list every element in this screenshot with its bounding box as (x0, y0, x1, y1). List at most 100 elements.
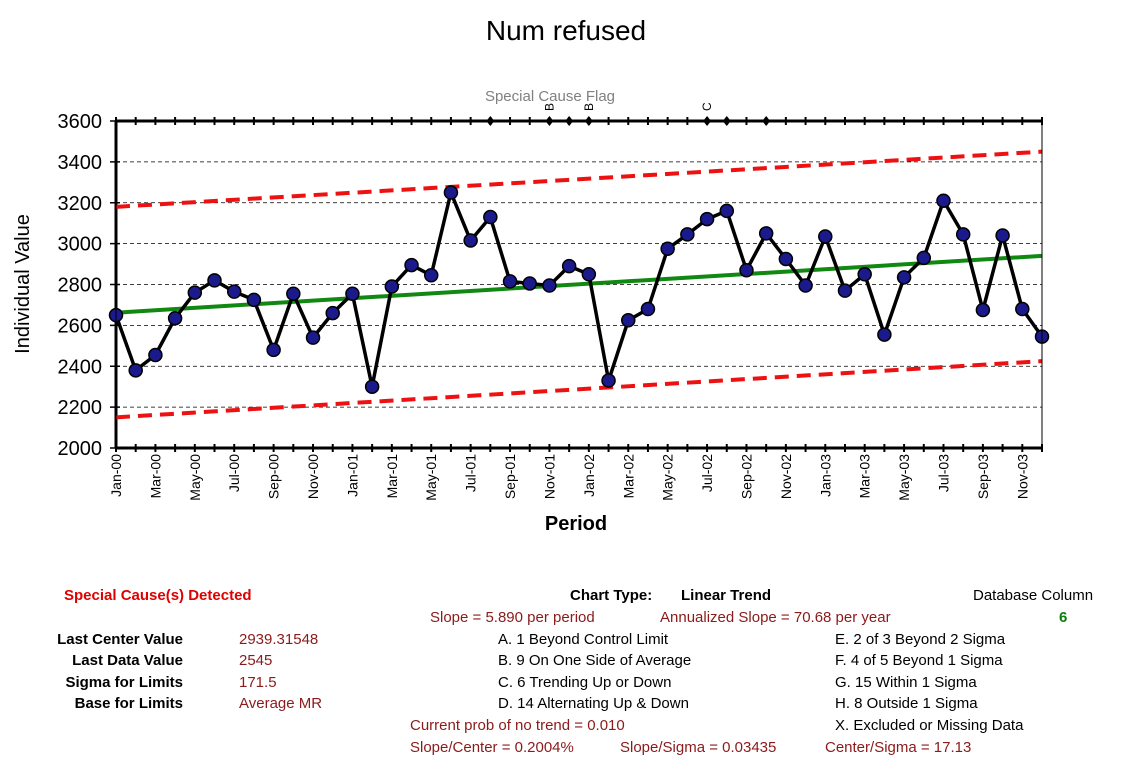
stat-label-base: Base for Limits (74, 695, 183, 712)
rule-d: D. 14 Alternating Up & Down (498, 695, 689, 712)
x-tick-label: Sep-01 (502, 454, 518, 499)
control-chart: Num refused Special Cause Flag 2000 2200 2… (12, 15, 1050, 535)
data-point (561, 258, 577, 274)
control-limits (115, 149, 1043, 420)
rule-c: C. 6 Trending Up or Down (498, 674, 672, 691)
flag-letter: C (700, 102, 714, 111)
data-point (384, 279, 400, 294)
y-tick-label: 3200 (58, 193, 103, 215)
x-tick-label: Jan-02 (581, 454, 597, 497)
stat-label-last-center: Last Center Value (57, 631, 183, 648)
x-tick-label: Nov-02 (778, 454, 794, 499)
y-tick-label: 2000 (58, 438, 103, 460)
data-point (502, 274, 518, 289)
x-tick-label: Jan-00 (108, 454, 124, 497)
data-point (837, 283, 853, 298)
special-cause-detected: Special Cause(s) Detected (64, 587, 252, 604)
x-tick-label: Jul-00 (226, 454, 242, 492)
data-point (739, 262, 754, 278)
rule-x: X. Excluded or Missing Data (835, 717, 1024, 734)
x-axis: Jan-00 Mar-00 May-00 Jul-00 Sep-00 Nov-00 Jan-… (108, 444, 1043, 501)
data-point (246, 292, 262, 308)
stat-label-sigma: Sigma for Limits (65, 674, 183, 691)
y-tick-label: 2200 (58, 397, 103, 419)
data-point (857, 267, 872, 282)
rule-e: E. 2 of 3 Beyond 2 Sigma (835, 631, 1006, 648)
center-trend-line (115, 253, 1043, 315)
rule-a: A. 1 Beyond Control Limit (498, 631, 669, 648)
data-point (601, 373, 616, 388)
database-column-label: Database Column (973, 587, 1094, 604)
x-tick-label: May-00 (187, 454, 203, 501)
data-point (719, 203, 735, 219)
y-gridlines (116, 161, 1042, 408)
y-tick-label: 3400 (58, 152, 103, 174)
data-point (423, 268, 439, 283)
slope-center: Slope/Center = 0.2004% (410, 739, 574, 756)
plot-area-border (115, 120, 1043, 449)
center-sigma: Center/Sigma = 17.13 (825, 739, 972, 756)
data-point (916, 250, 932, 266)
data-point (660, 241, 675, 256)
data-point (266, 342, 281, 358)
chart-type-label: Chart Type: (570, 587, 653, 604)
series-line (114, 190, 1044, 389)
x-tick-label: Sep-00 (266, 454, 282, 499)
x-tick-label: Nov-01 (541, 454, 557, 499)
rule-h: H. 8 Outside 1 Sigma (835, 695, 978, 712)
slope-sigma: Slope/Sigma = 0.03435 (620, 739, 777, 756)
slope-text: Slope = 5.890 per period (430, 609, 595, 626)
data-point (877, 327, 892, 342)
lower-control-limit (115, 359, 1043, 420)
special-cause-flag-label: Special Cause Flag (485, 88, 615, 105)
x-tick-label: May-02 (660, 454, 676, 501)
data-point (778, 251, 794, 267)
x-tick-label: Mar-02 (620, 454, 636, 499)
x-tick-label: May-03 (896, 454, 912, 501)
chart-title: Num refused (486, 15, 646, 46)
annualized-slope-text: Annualized Slope = 70.68 per year (660, 609, 891, 626)
x-tick-label: Mar-00 (147, 454, 163, 499)
data-point (364, 379, 380, 394)
data-point (345, 286, 360, 301)
stat-value-last-data: 2545 (239, 652, 273, 669)
x-tick-label: Jul-03 (935, 454, 951, 492)
flag-letter: B (582, 103, 596, 111)
data-point (483, 209, 498, 225)
data-point (995, 228, 1010, 243)
data-point (167, 310, 183, 326)
database-column-value: 6 (1059, 609, 1068, 626)
data-point (522, 276, 537, 291)
data-point (621, 313, 636, 328)
data-point (798, 278, 813, 293)
data-point (640, 301, 656, 317)
x-tick-label: May-01 (423, 454, 439, 501)
data-point (699, 211, 715, 227)
stat-value-sigma: 171.5 (239, 674, 277, 691)
x-tick-label: Jul-01 (463, 454, 479, 492)
y-tick-label: 3000 (58, 234, 103, 256)
x-tick-label: Nov-00 (305, 454, 321, 499)
stat-label-last-data: Last Data Value (72, 652, 183, 669)
rule-b: B. 9 On One Side of Average (498, 652, 692, 669)
data-point (955, 227, 971, 242)
y-tick-label: 3600 (58, 111, 103, 133)
data-point (305, 330, 321, 345)
y-tick-label: 2800 (58, 275, 103, 297)
data-point (936, 193, 951, 208)
x-tick-label: Mar-01 (384, 454, 400, 499)
x-tick-label: Jan-01 (344, 454, 360, 497)
y-axis-title: Individual Value (12, 214, 34, 354)
x-tick-label: Mar-03 (857, 454, 873, 499)
flag-letter: B (542, 103, 556, 111)
data-point (758, 226, 774, 241)
data-point (404, 257, 419, 273)
data-point (581, 267, 597, 282)
x-tick-label: Sep-03 (975, 454, 991, 499)
upper-control-limit (115, 149, 1043, 209)
data-point (818, 229, 833, 244)
data-point (128, 363, 143, 378)
x-axis-title: Period (545, 513, 607, 535)
x-tick-label: Nov-03 (1014, 454, 1030, 499)
data-series (108, 185, 1050, 394)
